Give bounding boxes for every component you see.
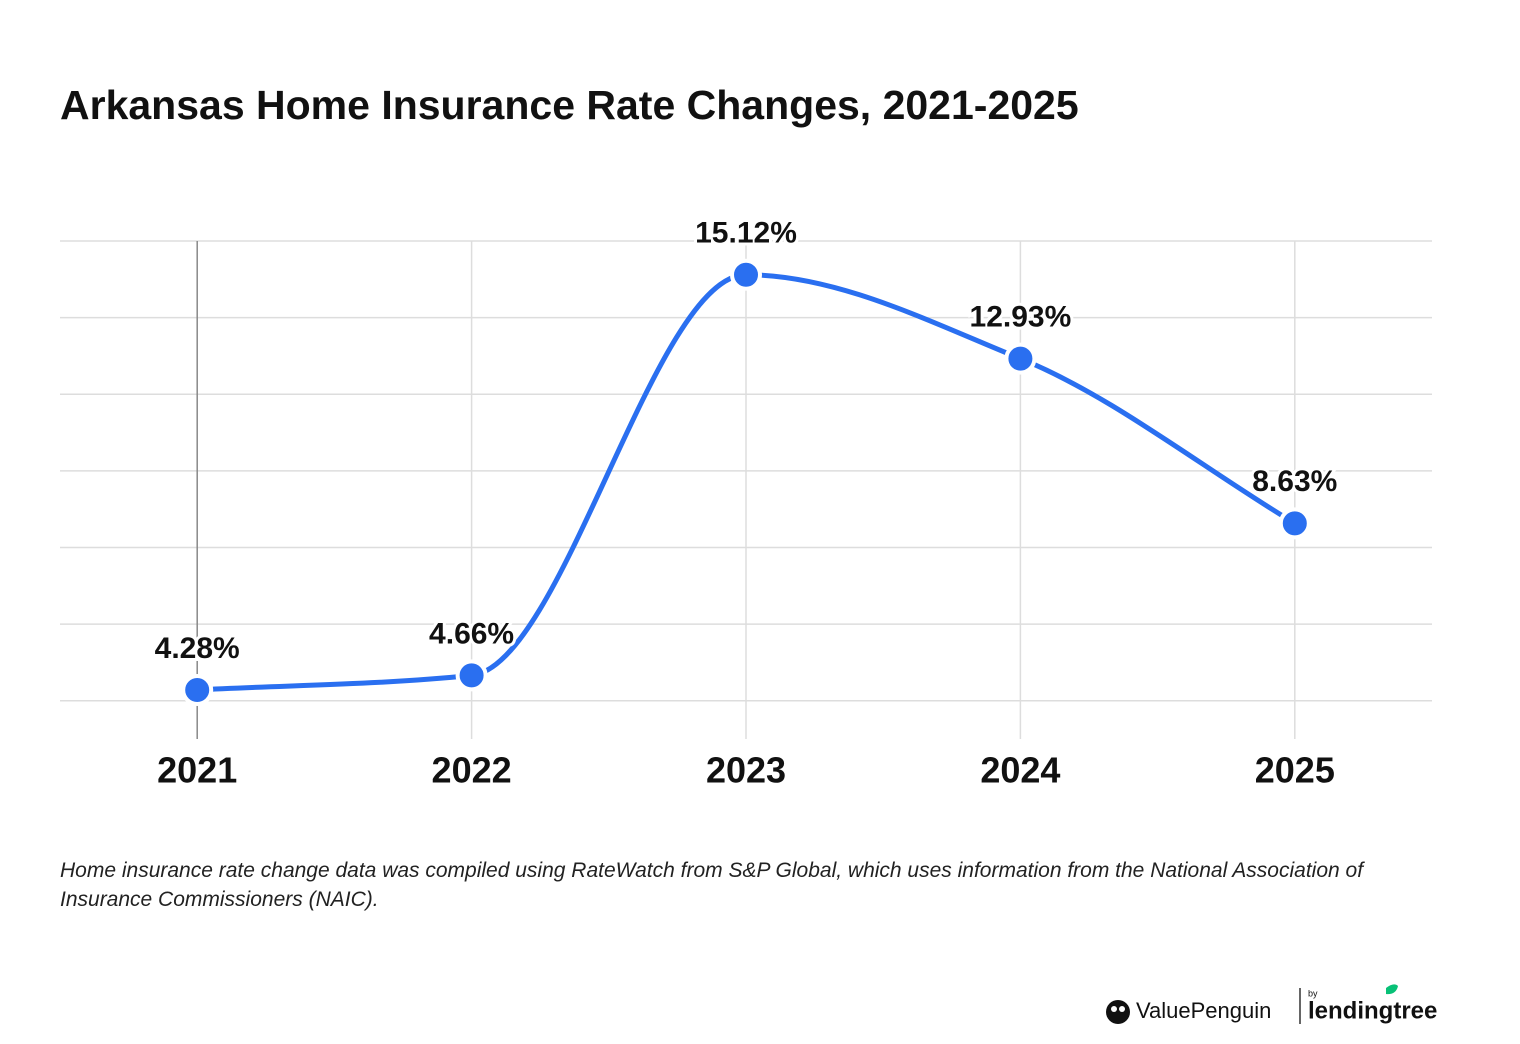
brand-name: ValuePenguin [1136,998,1271,1023]
brand-icon [1106,1000,1130,1024]
line [197,272,1297,693]
point [181,673,214,706]
brand-by: by [1308,988,1318,998]
x-tick-label: 2025 [1255,750,1335,791]
brand-icon-eye [1111,1006,1117,1012]
chart-title: Arkansas Home Insurance Rate Changes, 20… [60,82,1079,128]
data-label: 4.28% [155,632,240,665]
brand-partner: lendingtree [1308,997,1437,1024]
point [455,659,488,692]
x-tick-label: 2021 [157,750,237,791]
data-label: 12.93% [970,301,1072,334]
data-label: 15.12% [695,217,797,250]
point [730,258,762,291]
brand-leaf [1386,984,1398,995]
x-tick-label: 2023 [706,750,786,791]
point [1278,507,1311,540]
brand: ValuePenguin by lendingtree [1106,984,1437,1024]
data-label: 8.63% [1252,465,1337,498]
brand-icon-eye [1119,1006,1125,1012]
footnote: Home insurance rate change data was comp… [60,859,1364,911]
point [1004,342,1037,375]
x-tick-label: 2022 [432,750,512,791]
x-tick-label: 2024 [980,750,1060,791]
data-label: 4.66% [429,617,514,650]
